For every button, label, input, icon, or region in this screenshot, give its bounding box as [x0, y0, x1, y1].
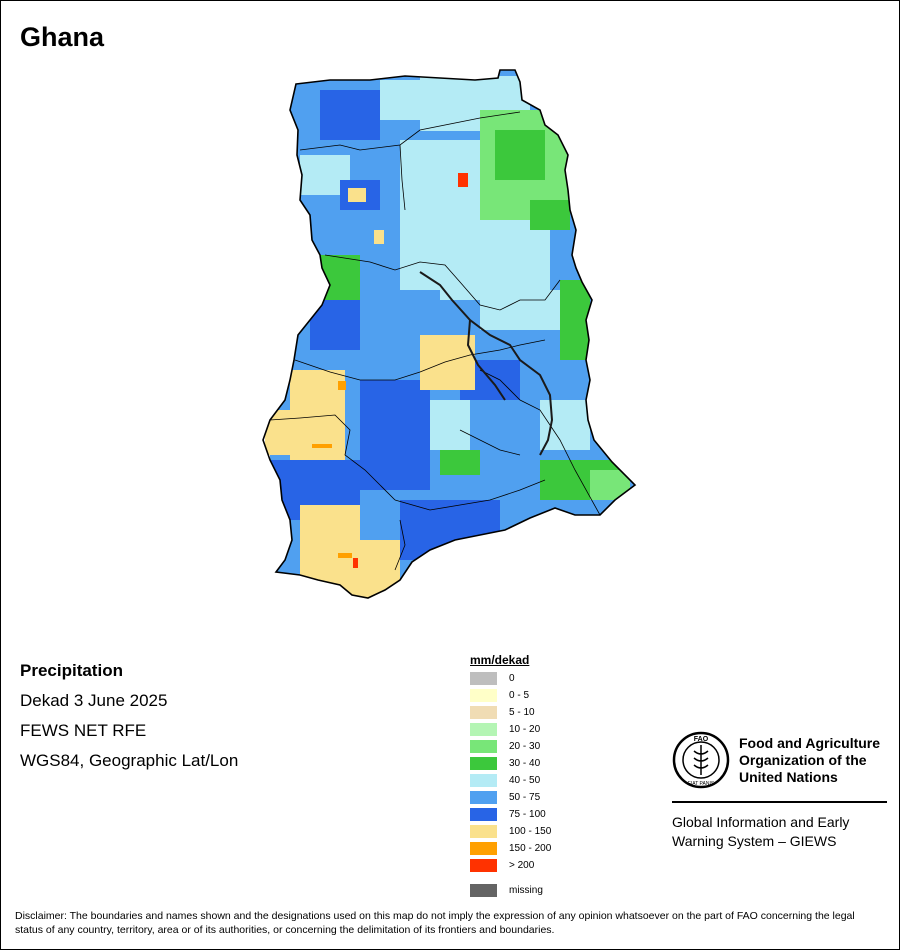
map-title: Ghana: [20, 22, 105, 52]
legend-label: > 200: [509, 860, 535, 871]
zone-100-150-nw-cell2: [374, 230, 384, 244]
lake-volta-arm: [466, 319, 506, 401]
legend-item: 5 - 10: [470, 704, 551, 721]
legend-swatch: [470, 723, 497, 736]
legend-swatch-missing: [470, 884, 497, 897]
legend-label: 20 - 30: [509, 741, 541, 752]
zone-75-100-central: [400, 500, 500, 560]
boundary-central: [394, 479, 546, 511]
legend-item: 75 - 100: [470, 806, 551, 823]
giews-line1: Global Information and Early: [672, 814, 850, 830]
legend-item: 30 - 40: [470, 755, 551, 772]
lake-volta-main: [419, 271, 554, 456]
map-info: Precipitation Dekad 3 June 2025 FEWS NET…: [20, 656, 238, 776]
legend-swatch: [470, 706, 497, 719]
zone-30-40-south-central: [440, 450, 480, 475]
zone-100-150-southwest: [300, 505, 360, 595]
rainfall-grid: [265, 70, 635, 598]
legend-swatch: [470, 672, 497, 685]
zone-150-200-cell-west: [338, 381, 346, 390]
boundary-bono: [294, 339, 546, 381]
fao-logo: FAO FIAT PANIS: [672, 731, 730, 789]
legend-item: 0: [470, 670, 551, 687]
zone-150-200-cell-west2: [312, 444, 332, 448]
boundary-volta: [479, 369, 601, 516]
giews-line2: Warning System – GIEWS: [672, 833, 837, 849]
legend-label: 0 - 5: [509, 690, 530, 701]
fao-name-line2: Organization of the: [739, 752, 867, 768]
precipitation-map: [262, 69, 636, 599]
legend-item-missing: missing: [470, 882, 551, 899]
boundary-upper-west-east: [399, 144, 406, 211]
boundary-western: [394, 519, 406, 571]
legend-label: 5 - 10: [509, 707, 535, 718]
legend-swatch: [470, 740, 497, 753]
boundary-northern: [324, 254, 561, 311]
fao-name: Food and Agriculture Organization of the…: [739, 735, 889, 786]
giews-name: Global Information and Early Warning Sys…: [672, 813, 887, 851]
legend-label-missing: missing: [509, 885, 543, 896]
legend-item: 150 - 200: [470, 840, 551, 857]
region-boundaries: [269, 111, 601, 571]
variable-heading: Precipitation: [20, 661, 123, 680]
legend-item: > 200: [470, 857, 551, 874]
legend-label: 75 - 100: [509, 809, 546, 820]
legend-swatch: [470, 825, 497, 838]
lake-volta: [419, 271, 554, 456]
legend-label: 10 - 20: [509, 724, 541, 735]
legend-item: 40 - 50: [470, 772, 551, 789]
zone-30-40-east: [560, 280, 590, 360]
legend-item: 0 - 5: [470, 687, 551, 704]
fao-name-line3: United Nations: [739, 769, 838, 785]
zone-over-200-cell-north: [458, 173, 468, 187]
zone-150-200-cell-coast: [338, 553, 352, 558]
legend-label: 30 - 40: [509, 758, 541, 769]
zone-30-40-ne-south: [530, 200, 570, 230]
fao-name-line1: Food and Agriculture: [739, 735, 881, 751]
fao-logo-text: FAO: [694, 736, 709, 743]
disclaimer: Disclaimer: The boundaries and names sho…: [15, 910, 855, 936]
legend-label: 40 - 50: [509, 775, 541, 786]
boundary-western-north: [269, 414, 396, 501]
boundary-eastern: [459, 429, 521, 456]
zone-40-50-volta-north: [480, 290, 570, 330]
fao-divider: [672, 801, 887, 803]
zone-100-150-northwest-cell: [348, 188, 366, 202]
legend-swatch: [470, 774, 497, 787]
legend-label: 50 - 75: [509, 792, 541, 803]
legend-label: 150 - 200: [509, 843, 552, 854]
fao-logo-motto: FIAT PANIS: [688, 781, 715, 787]
legend-label: 100 - 150: [509, 826, 552, 837]
zone-40-50-middle: [400, 250, 460, 290]
legend-item: 10 - 20: [470, 721, 551, 738]
product-label: FEWS NET RFE: [20, 721, 147, 740]
projection-label: WGS84, Geographic Lat/Lon: [20, 751, 239, 770]
legend-title: mm/dekad: [470, 653, 530, 667]
legend-label: 0: [509, 673, 515, 684]
zone-75-100-nw: [320, 90, 380, 140]
legend-swatch: [470, 842, 497, 855]
legend-item: 20 - 30: [470, 738, 551, 755]
zone-75-100-brong-west: [310, 300, 360, 350]
zone-over-200-cell-coast: [353, 558, 358, 568]
legend-item: 100 - 150: [470, 823, 551, 840]
legend-swatch: [470, 791, 497, 804]
zone-30-40-ne: [495, 130, 545, 180]
zone-75-100-ashanti-west: [360, 380, 430, 490]
legend-swatch: [470, 689, 497, 702]
zone-100-150-coast-west: [355, 540, 400, 598]
zone-100-150-central: [420, 335, 475, 390]
period-label: Dekad 3 June 2025: [20, 691, 168, 710]
legend-swatch: [470, 859, 497, 872]
legend-swatch: [470, 808, 497, 821]
legend-rows: 0 0 - 5 5 - 10 10 - 20 20 - 30 30 - 40 40 - 50…: [470, 670, 551, 874]
zone-40-50-nw: [380, 80, 420, 120]
legend: mm/dekad 0 0 - 5 5 - 10 10 - 20 20 - 30 30 - …: [470, 653, 551, 899]
zone-40-50-volta-south: [540, 400, 590, 450]
legend-item: 50 - 75: [470, 789, 551, 806]
legend-swatch: [470, 757, 497, 770]
